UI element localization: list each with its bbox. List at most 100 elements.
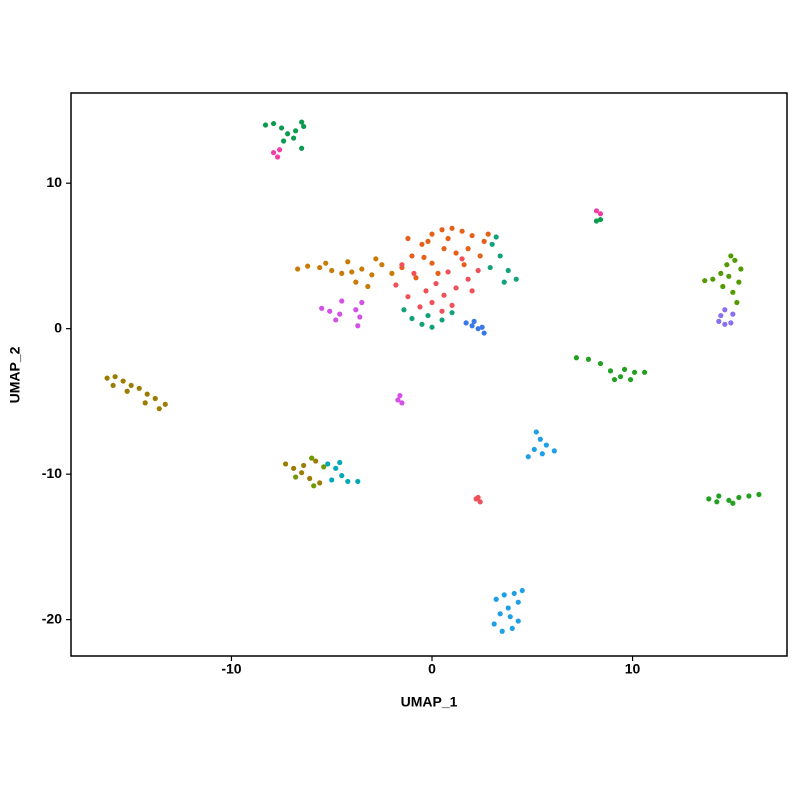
point [469, 288, 475, 294]
point [732, 257, 738, 263]
point [309, 455, 315, 461]
point [726, 497, 732, 503]
point [305, 263, 311, 269]
point [405, 294, 411, 300]
point [311, 483, 317, 489]
point [429, 324, 435, 330]
point [507, 614, 513, 620]
point [299, 145, 305, 151]
y-tick-label: -20 [42, 610, 62, 626]
point [124, 388, 130, 394]
point [317, 480, 323, 486]
point [469, 232, 475, 239]
point [156, 406, 162, 412]
point [489, 241, 495, 247]
point [509, 625, 515, 631]
point [152, 395, 158, 402]
point [128, 382, 134, 389]
point [481, 238, 487, 244]
point [285, 131, 291, 137]
point [756, 491, 762, 498]
point [337, 311, 343, 317]
point [379, 262, 385, 268]
point [631, 369, 638, 375]
point [475, 326, 481, 332]
point [323, 260, 329, 266]
point [501, 279, 507, 285]
point [597, 211, 604, 217]
point [439, 317, 445, 323]
point [597, 216, 604, 223]
point [144, 391, 150, 397]
point [397, 392, 403, 399]
point [355, 478, 361, 485]
point [329, 267, 335, 274]
point [706, 496, 712, 502]
point [531, 446, 537, 453]
point [453, 250, 459, 256]
point [355, 323, 361, 329]
point [445, 235, 451, 242]
point [293, 128, 299, 134]
point [537, 436, 543, 442]
point [399, 262, 405, 268]
point [270, 150, 277, 156]
point [493, 234, 499, 240]
point [585, 356, 592, 362]
point [369, 272, 375, 278]
point [722, 307, 728, 313]
point [142, 400, 148, 406]
point [479, 324, 485, 330]
point [321, 464, 327, 470]
point [475, 267, 481, 274]
point [461, 262, 467, 268]
point [513, 276, 519, 282]
x-axis-label: UMAP_1 [401, 694, 458, 710]
point [477, 499, 483, 505]
point [435, 270, 441, 276]
point [491, 621, 497, 627]
point [282, 461, 289, 467]
point [710, 276, 716, 282]
point [327, 308, 333, 314]
point [291, 465, 297, 471]
point [726, 273, 732, 279]
point [425, 238, 431, 244]
y-axis-label: UMAP_2 [7, 346, 23, 403]
point [425, 312, 431, 319]
point [353, 279, 359, 285]
point [359, 266, 365, 272]
point [481, 330, 487, 336]
y-tick-label: 0 [54, 319, 62, 335]
point [337, 459, 343, 466]
point [293, 474, 299, 480]
x-tick-label: -10 [221, 661, 241, 677]
point [429, 260, 435, 266]
point [280, 138, 287, 144]
point [716, 493, 722, 499]
point [357, 314, 363, 320]
point [291, 135, 297, 141]
point [525, 454, 531, 460]
point [413, 275, 419, 281]
point [339, 298, 345, 304]
point [497, 611, 503, 617]
point [487, 264, 493, 271]
point [339, 270, 345, 276]
point [642, 369, 648, 375]
point [469, 323, 475, 329]
point [409, 253, 415, 259]
point [730, 289, 736, 295]
point [319, 305, 325, 311]
y-tick-label: 10 [46, 174, 62, 190]
point [345, 478, 351, 485]
point [736, 279, 742, 285]
point [325, 461, 331, 467]
point [505, 267, 511, 274]
point [497, 253, 503, 259]
point [349, 269, 355, 275]
point [365, 283, 371, 290]
point [515, 618, 521, 624]
point [730, 311, 736, 317]
